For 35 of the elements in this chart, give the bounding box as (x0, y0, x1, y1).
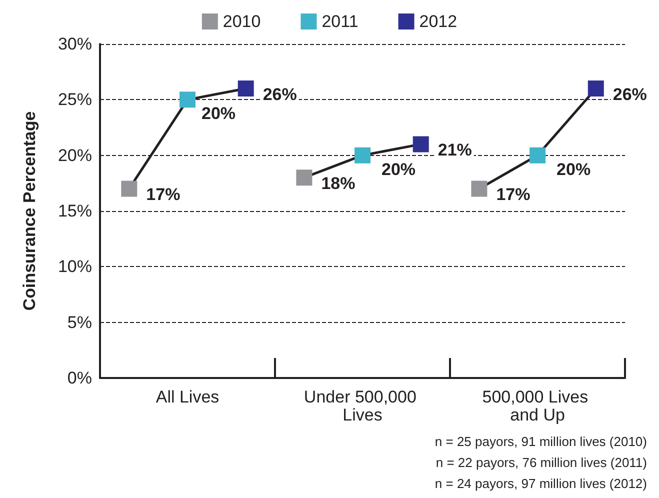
data-label: 20% (382, 160, 416, 179)
point (412, 136, 429, 152)
point (354, 147, 371, 164)
y-tick-label: 25% (58, 90, 92, 110)
point (296, 170, 312, 186)
y-axis-title: Coinsurance Percentage (20, 111, 39, 311)
point (238, 80, 254, 97)
x-tick-label: 500,000 Lives and Up (482, 388, 593, 424)
point (180, 92, 196, 108)
y-tick-label: 5% (67, 312, 92, 332)
text: n = 25 payors, 91 million lives (2010) (434, 434, 647, 449)
y-tick-label: 10% (58, 257, 92, 276)
point (121, 180, 138, 197)
text: n = 22 payors, 76 million lives (2011) (436, 455, 647, 470)
annotation: 20% (202, 104, 236, 124)
y-tick-label: 20% (58, 146, 92, 165)
point (530, 147, 546, 164)
data-label: 21% (438, 140, 472, 160)
legend-label: 2012 (419, 12, 458, 31)
point (588, 80, 604, 97)
y-tick-label: 30% (58, 34, 92, 54)
y-tick-label: 0% (67, 368, 92, 388)
legend-label: 2011 (322, 12, 358, 31)
data-label: 26% (612, 85, 647, 104)
y-tick-label: 15% (58, 202, 92, 220)
x-tick-label: Under 500,000 Lives (304, 388, 422, 424)
point (471, 180, 488, 197)
data-label: 17% (146, 185, 180, 204)
legend-label: 2010 (222, 12, 261, 31)
data-label: 18% (321, 174, 356, 194)
data-label: 26% (262, 85, 297, 104)
data-label: 20% (556, 160, 591, 179)
text: n = 24 payors, 97 million lives (2012) (434, 476, 647, 491)
data-label: 17% (496, 185, 530, 204)
x-tick-label: All Lives (156, 388, 220, 406)
